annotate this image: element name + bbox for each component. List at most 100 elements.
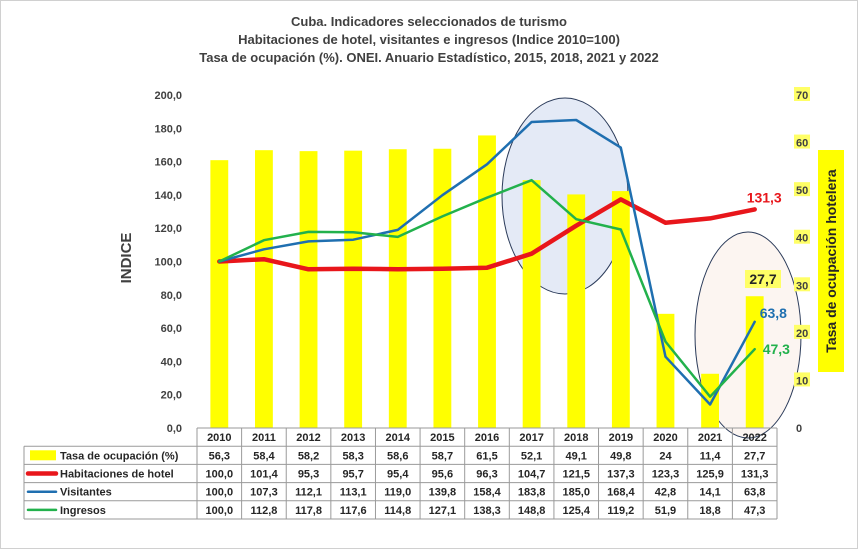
table-cell: 24 [659, 450, 672, 462]
annotation-habitaciones-2022: 131,3 [747, 189, 782, 205]
y2-tick-bg [794, 372, 810, 387]
y-tick-label: 200,0 [154, 90, 182, 102]
table-cell: 49,8 [610, 450, 631, 462]
highlight-ellipse-1 [501, 97, 629, 295]
table-cell: 100,0 [206, 505, 234, 517]
table-cell: 114,8 [384, 505, 411, 517]
table-cell: 104,7 [518, 469, 546, 481]
table-cell: 125,4 [562, 505, 590, 517]
table-cell: 183,8 [518, 487, 546, 499]
table-cell: 121,5 [562, 469, 590, 481]
table-cell: 96,3 [476, 469, 497, 481]
x-tick-label: 2014 [386, 432, 411, 444]
table-cell: 58,6 [387, 450, 408, 462]
table-cell: 125,9 [696, 469, 724, 481]
table-cell: 27,7 [744, 450, 765, 462]
y2-tick-bg [794, 134, 810, 149]
x-tick-label: 2013 [341, 432, 365, 444]
table-cell: 119,0 [384, 487, 411, 499]
table-cell: 14,1 [699, 487, 720, 499]
annotation-bar-bg [745, 270, 781, 288]
bar-2018 [567, 194, 586, 428]
table-cell: 18,8 [699, 505, 720, 517]
y2-tick-bg [794, 182, 810, 197]
table-cell: 95,3 [298, 469, 319, 481]
table-cell: 112,1 [295, 487, 322, 499]
table-cell: 58,4 [253, 450, 275, 462]
y2-tick-label: 70 [796, 90, 808, 102]
chart-title-line-1: Cuba. Indicadores seleccionados de turis… [291, 14, 567, 29]
x-tick-label: 2019 [609, 432, 633, 444]
legend-label-visitantes: Visitantes [60, 487, 112, 499]
bar-2016 [478, 135, 496, 428]
table-cell: 123,3 [652, 469, 680, 481]
y2-tick-label: 50 [796, 185, 808, 197]
y2-tick-label: 0 [796, 423, 802, 435]
bar-2020 [656, 313, 675, 428]
legend-key-tasa-de-ocupacion [30, 450, 56, 461]
table-cell: 95,6 [432, 469, 453, 481]
table-cell: 139,8 [429, 487, 457, 499]
bar-2010 [210, 160, 229, 428]
y-tick-label: 20,0 [161, 390, 182, 402]
y-tick-label: 160,0 [154, 157, 182, 169]
bar-2019 [611, 191, 630, 428]
annotation-visitantes-2022: 63,8 [760, 305, 787, 321]
table-cell: 52,1 [521, 450, 542, 462]
table-cell: 100,0 [206, 487, 234, 499]
line-ingresos [218, 178, 756, 398]
table-cell: 58,3 [342, 450, 363, 462]
table-cell: 137,3 [607, 469, 635, 481]
y-tick-label: 60,0 [161, 323, 182, 335]
y2-tick-bg [794, 277, 810, 292]
y-tick-label: 80,0 [161, 290, 182, 302]
legend-label-ingresos: Ingresos [60, 505, 106, 517]
x-tick-label: 2021 [698, 432, 722, 444]
chart-title-line-2: Habitaciones de hotel, visitantes e ingr… [238, 32, 620, 47]
x-tick-label: 2011 [252, 432, 276, 444]
table-cell: 168,4 [607, 487, 635, 499]
y-axis-title: INDICE [118, 233, 135, 284]
bar-2013 [344, 150, 363, 428]
legend-label-tasa-de-ocupacion: Tasa de ocupación (%) [60, 450, 179, 462]
table-cell: 63,8 [744, 487, 765, 499]
bar-2012 [299, 151, 318, 429]
line-habitaciones-de-hotel [217, 197, 757, 272]
table-cell: 148,8 [518, 505, 546, 517]
y2-tick-bg [794, 229, 810, 244]
y2-tick-label: 20 [796, 328, 808, 340]
table-cell: 42,8 [655, 487, 676, 499]
legend-label-habitaciones-de-hotel: Habitaciones de hotel [60, 469, 174, 481]
y-tick-label: 40,0 [161, 356, 182, 368]
x-tick-label: 2016 [475, 432, 499, 444]
line-series [217, 118, 757, 406]
table-cell: 101,4 [250, 469, 278, 481]
table-cell: 119,2 [607, 505, 634, 517]
table-cell: 107,3 [250, 487, 278, 499]
y2-tick-label: 10 [796, 375, 808, 387]
annotation-ingresos-2022: 47,3 [763, 341, 790, 357]
x-tick-label: 2022 [742, 432, 766, 444]
y-tick-label: 100,0 [154, 257, 182, 269]
x-tick-label: 2012 [296, 432, 320, 444]
table-cell: 138,3 [473, 505, 501, 517]
table-cell: 158,4 [473, 487, 501, 499]
x-tick-label: 2010 [207, 432, 231, 444]
bar-2011 [255, 150, 273, 428]
x-tick-label: 2015 [430, 432, 454, 444]
table-cell: 131,3 [741, 469, 769, 481]
table-cell: 95,7 [342, 469, 363, 481]
y-tick-label: 0,0 [167, 423, 182, 435]
table-cell: 100,0 [206, 469, 234, 481]
table-cell: 113,1 [340, 487, 367, 499]
chart-title-line-3: Tasa de ocupación (%). ONEI. Anuario Est… [199, 50, 659, 65]
table-cell: 58,2 [298, 450, 319, 462]
y-tick-label: 140,0 [154, 190, 182, 202]
y-tick-label: 180,0 [154, 123, 182, 135]
bar-2021 [701, 373, 719, 428]
table-cell: 95,4 [387, 469, 409, 481]
axes: 0,0 20,0 40,0 60,0 80,0 100,0 120,0 140,0 160,0 1… [118, 87, 844, 435]
line-visitantes [218, 118, 756, 406]
table-cell: 58,7 [432, 450, 453, 462]
